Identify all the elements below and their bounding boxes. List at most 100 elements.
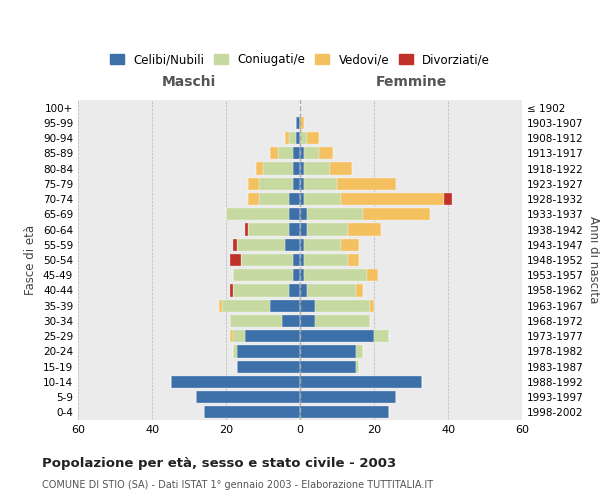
- Bar: [233, 238, 237, 251]
- Bar: [296, 117, 300, 129]
- Bar: [300, 147, 304, 160]
- Text: COMUNE DI STIO (SA) - Dati ISTAT 1° gennaio 2003 - Elaborazione TUTTITALIA.IT: COMUNE DI STIO (SA) - Dati ISTAT 1° genn…: [42, 480, 433, 490]
- Bar: [241, 254, 293, 266]
- Bar: [230, 315, 281, 327]
- Bar: [289, 132, 296, 144]
- Bar: [315, 300, 370, 312]
- Bar: [233, 269, 293, 281]
- Bar: [245, 224, 248, 235]
- Bar: [307, 208, 363, 220]
- Bar: [444, 193, 452, 205]
- Bar: [170, 376, 300, 388]
- Bar: [281, 315, 300, 327]
- Bar: [363, 208, 430, 220]
- Bar: [293, 269, 300, 281]
- Bar: [289, 208, 300, 220]
- Y-axis label: Anni di nascita: Anni di nascita: [587, 216, 600, 304]
- Bar: [337, 178, 396, 190]
- Bar: [300, 315, 315, 327]
- Bar: [307, 284, 355, 296]
- Bar: [300, 346, 355, 358]
- Bar: [300, 117, 304, 129]
- Bar: [341, 238, 359, 251]
- Bar: [304, 162, 329, 174]
- Bar: [348, 224, 382, 235]
- Bar: [355, 360, 359, 373]
- Y-axis label: Fasce di età: Fasce di età: [25, 225, 37, 295]
- Bar: [300, 300, 315, 312]
- Bar: [304, 238, 341, 251]
- Bar: [300, 238, 304, 251]
- Legend: Celibi/Nubili, Coniugati/e, Vedovi/e, Divorziati/e: Celibi/Nubili, Coniugati/e, Vedovi/e, Di…: [105, 48, 495, 70]
- Bar: [230, 284, 233, 296]
- Bar: [218, 300, 223, 312]
- Bar: [248, 193, 259, 205]
- Bar: [367, 269, 378, 281]
- Bar: [293, 254, 300, 266]
- Bar: [256, 162, 263, 174]
- Bar: [222, 300, 271, 312]
- Bar: [293, 162, 300, 174]
- Bar: [319, 147, 334, 160]
- Bar: [300, 406, 389, 418]
- Bar: [300, 254, 304, 266]
- Bar: [196, 391, 300, 403]
- Bar: [263, 162, 293, 174]
- Bar: [307, 224, 348, 235]
- Bar: [285, 132, 289, 144]
- Bar: [300, 193, 304, 205]
- Bar: [230, 330, 233, 342]
- Bar: [293, 147, 300, 160]
- Bar: [289, 284, 300, 296]
- Bar: [296, 132, 300, 144]
- Bar: [293, 178, 300, 190]
- Bar: [271, 147, 278, 160]
- Bar: [304, 254, 348, 266]
- Bar: [370, 300, 374, 312]
- Bar: [300, 284, 307, 296]
- Bar: [285, 238, 300, 251]
- Text: Femmine: Femmine: [376, 76, 446, 90]
- Bar: [289, 224, 300, 235]
- Bar: [300, 208, 307, 220]
- Bar: [233, 346, 237, 358]
- Bar: [300, 178, 304, 190]
- Bar: [233, 284, 289, 296]
- Text: Maschi: Maschi: [162, 76, 216, 90]
- Bar: [300, 376, 422, 388]
- Bar: [237, 346, 300, 358]
- Bar: [278, 147, 293, 160]
- Bar: [355, 346, 363, 358]
- Bar: [315, 315, 370, 327]
- Bar: [300, 360, 355, 373]
- Bar: [300, 269, 304, 281]
- Bar: [348, 254, 359, 266]
- Text: Popolazione per età, sesso e stato civile - 2003: Popolazione per età, sesso e stato civil…: [42, 458, 396, 470]
- Bar: [271, 300, 300, 312]
- Bar: [204, 406, 300, 418]
- Bar: [304, 193, 341, 205]
- Bar: [307, 132, 319, 144]
- Bar: [329, 162, 352, 174]
- Bar: [300, 391, 396, 403]
- Bar: [237, 238, 285, 251]
- Bar: [230, 254, 241, 266]
- Bar: [248, 224, 289, 235]
- Bar: [233, 330, 245, 342]
- Bar: [300, 224, 307, 235]
- Bar: [226, 208, 289, 220]
- Bar: [300, 330, 374, 342]
- Bar: [289, 193, 300, 205]
- Bar: [304, 269, 367, 281]
- Bar: [341, 193, 444, 205]
- Bar: [300, 162, 304, 174]
- Bar: [259, 193, 289, 205]
- Bar: [374, 330, 389, 342]
- Bar: [237, 360, 300, 373]
- Bar: [355, 284, 363, 296]
- Bar: [300, 132, 307, 144]
- Bar: [304, 178, 337, 190]
- Bar: [248, 178, 259, 190]
- Bar: [245, 330, 300, 342]
- Bar: [304, 147, 319, 160]
